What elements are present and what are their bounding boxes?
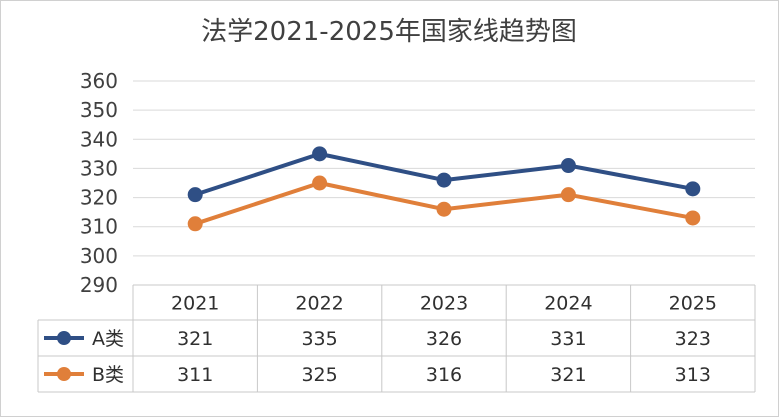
data-point xyxy=(312,175,328,191)
table-value: 321 xyxy=(177,328,213,350)
data-point xyxy=(560,158,576,174)
table-value: 323 xyxy=(675,328,711,350)
data-point xyxy=(685,181,701,197)
data-point xyxy=(436,172,452,188)
table-category-label: 2021 xyxy=(171,293,219,315)
table-category-label: 2023 xyxy=(420,293,468,315)
grid-layer xyxy=(133,80,755,257)
table-value: 316 xyxy=(426,364,462,386)
table-value: 321 xyxy=(550,364,586,386)
y-axis: 290 300 310 320 330 340 350 360 xyxy=(80,69,118,297)
y-tick-label: 340 xyxy=(80,127,118,151)
data-point xyxy=(312,146,328,162)
table-value: 311 xyxy=(177,364,213,386)
series-layer xyxy=(187,146,701,232)
table-value: 335 xyxy=(301,328,337,350)
table-category-label: 2025 xyxy=(669,293,717,315)
y-tick-label: 330 xyxy=(80,156,118,180)
legend-marker xyxy=(57,367,71,381)
y-tick-label: 290 xyxy=(80,273,118,297)
data-point xyxy=(187,187,203,203)
table-value: 331 xyxy=(550,328,586,350)
legend-label: A类 xyxy=(92,328,124,350)
y-tick-label: 310 xyxy=(80,215,118,239)
legend-label: B类 xyxy=(92,364,124,386)
data-point xyxy=(685,210,701,226)
data-point xyxy=(560,187,576,203)
y-tick-label: 300 xyxy=(80,244,118,268)
chart-title: 法学2021-2025年国家线趋势图 xyxy=(201,17,577,47)
data-point xyxy=(436,201,452,217)
table-category-label: 2024 xyxy=(544,293,592,315)
data-table: 2021 2022 2023 2024 2025 A类 321 335 326 331 323 B类 3… xyxy=(37,284,756,393)
y-tick-label: 360 xyxy=(80,69,118,93)
data-point xyxy=(187,216,203,232)
y-tick-label: 350 xyxy=(80,98,118,122)
table-value: 313 xyxy=(675,364,711,386)
table-value: 325 xyxy=(301,364,337,386)
y-tick-label: 320 xyxy=(80,186,118,210)
table-value: 326 xyxy=(426,328,462,350)
table-category-label: 2022 xyxy=(295,293,343,315)
legend-marker xyxy=(57,331,71,345)
